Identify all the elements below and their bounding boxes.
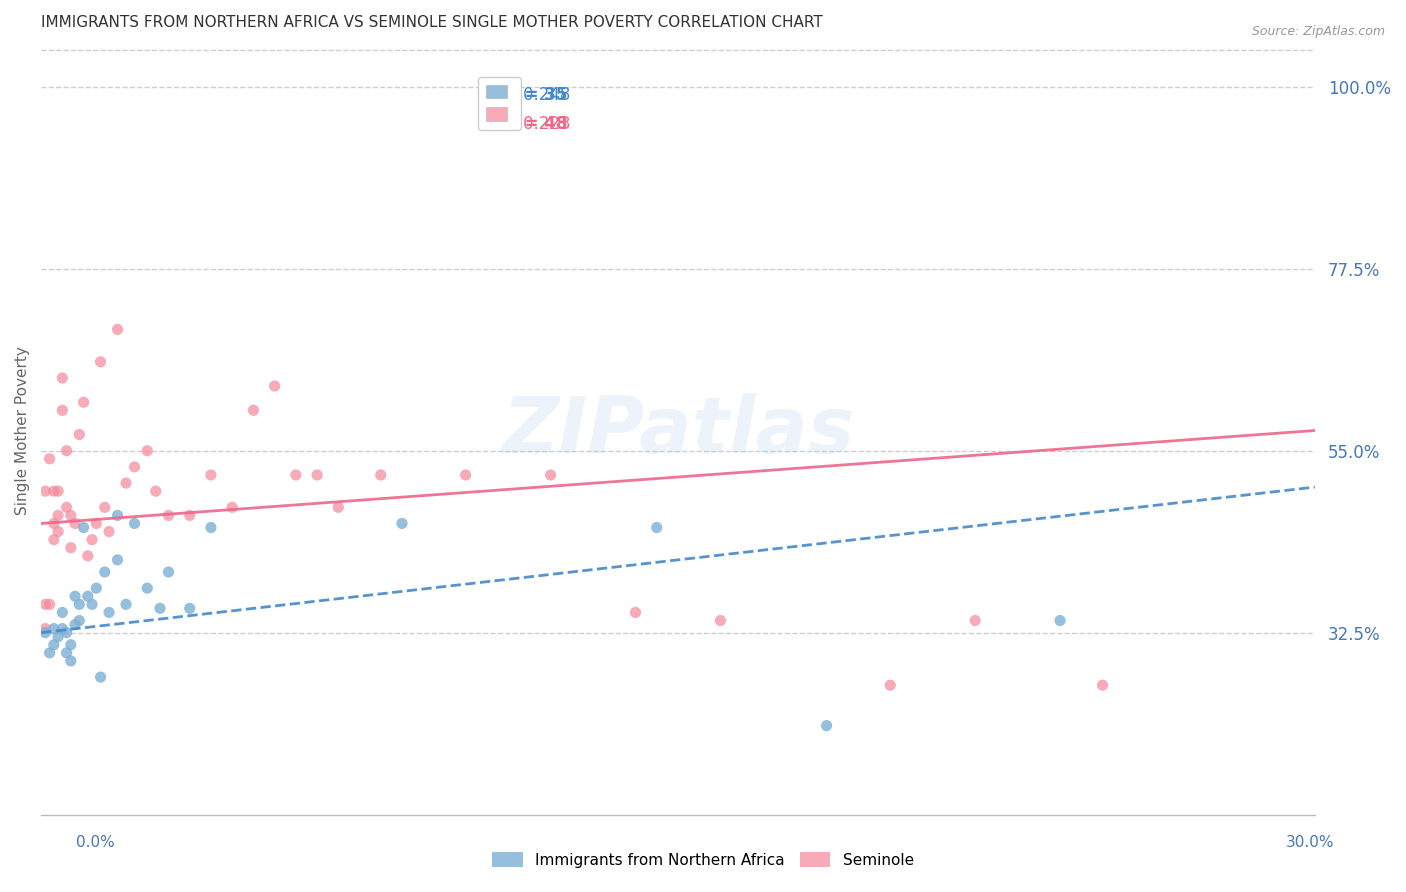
Point xyxy=(80,533,103,547)
Point xyxy=(51,371,73,385)
Point xyxy=(645,520,668,534)
Text: R = 0.248: R = 0.248 xyxy=(486,86,569,103)
Point xyxy=(34,484,56,499)
Point xyxy=(624,606,647,620)
Point xyxy=(34,598,56,612)
Point xyxy=(115,476,138,491)
Point xyxy=(55,443,77,458)
Point xyxy=(157,508,180,523)
Point xyxy=(98,524,121,539)
Point xyxy=(98,606,121,620)
Point xyxy=(42,484,65,499)
Point xyxy=(38,598,60,612)
Point xyxy=(179,601,201,615)
Legend: , : , xyxy=(478,77,522,130)
Point xyxy=(38,646,60,660)
Point xyxy=(38,451,60,466)
Point xyxy=(63,516,86,531)
Point xyxy=(149,601,172,615)
Point xyxy=(55,625,77,640)
Point xyxy=(136,443,159,458)
Point xyxy=(115,598,138,612)
Point xyxy=(59,508,82,523)
Point xyxy=(42,533,65,547)
Point xyxy=(815,718,838,732)
Point xyxy=(90,670,112,684)
Point xyxy=(540,467,562,482)
Point xyxy=(307,467,329,482)
Point xyxy=(34,625,56,640)
Point xyxy=(67,427,90,442)
Text: Source: ZipAtlas.com: Source: ZipAtlas.com xyxy=(1251,25,1385,38)
Point xyxy=(124,516,146,531)
Text: 0.0%: 0.0% xyxy=(76,836,115,850)
Point xyxy=(76,549,98,563)
Text: R = 0.223: R = 0.223 xyxy=(486,115,571,133)
Point xyxy=(263,379,285,393)
Text: N = 48: N = 48 xyxy=(505,115,567,133)
Text: N = 35: N = 35 xyxy=(505,86,567,103)
Point xyxy=(107,553,129,567)
Text: 30.0%: 30.0% xyxy=(1286,836,1334,850)
Point xyxy=(67,614,90,628)
Point xyxy=(90,355,112,369)
Y-axis label: Single Mother Poverty: Single Mother Poverty xyxy=(15,346,30,515)
Point xyxy=(46,484,69,499)
Point xyxy=(145,484,167,499)
Point xyxy=(370,467,392,482)
Point xyxy=(72,520,94,534)
Point xyxy=(42,638,65,652)
Legend: Immigrants from Northern Africa, Seminole: Immigrants from Northern Africa, Seminol… xyxy=(486,846,920,873)
Point xyxy=(391,516,413,531)
Point xyxy=(59,638,82,652)
Point xyxy=(63,617,86,632)
Point xyxy=(284,467,307,482)
Point xyxy=(94,565,117,579)
Point xyxy=(76,589,98,603)
Point xyxy=(72,395,94,409)
Point xyxy=(46,524,69,539)
Point xyxy=(51,606,73,620)
Text: IMMIGRANTS FROM NORTHERN AFRICA VS SEMINOLE SINGLE MOTHER POVERTY CORRELATION CH: IMMIGRANTS FROM NORTHERN AFRICA VS SEMIN… xyxy=(41,15,823,30)
Point xyxy=(124,459,146,474)
Point xyxy=(80,598,103,612)
Point xyxy=(242,403,264,417)
Point xyxy=(709,614,731,628)
Point xyxy=(879,678,901,692)
Point xyxy=(46,508,69,523)
Point xyxy=(42,622,65,636)
Point xyxy=(328,500,350,515)
Point xyxy=(34,622,56,636)
Point xyxy=(200,467,222,482)
Point xyxy=(221,500,243,515)
Text: ZIPatlas: ZIPatlas xyxy=(502,392,853,468)
Point xyxy=(1091,678,1114,692)
Point xyxy=(55,646,77,660)
Point xyxy=(179,508,201,523)
Point xyxy=(136,581,159,595)
Point xyxy=(107,322,129,336)
Point xyxy=(454,467,477,482)
Point xyxy=(51,403,73,417)
Point xyxy=(67,598,90,612)
Point xyxy=(1049,614,1071,628)
Point xyxy=(84,516,107,531)
Point xyxy=(200,520,222,534)
Point xyxy=(84,581,107,595)
Point xyxy=(94,500,117,515)
Point xyxy=(42,516,65,531)
Point xyxy=(59,654,82,668)
Point xyxy=(965,614,987,628)
Point xyxy=(51,622,73,636)
Point xyxy=(55,500,77,515)
Point xyxy=(59,541,82,555)
Point xyxy=(46,630,69,644)
Point xyxy=(157,565,180,579)
Point xyxy=(63,589,86,603)
Point xyxy=(107,508,129,523)
